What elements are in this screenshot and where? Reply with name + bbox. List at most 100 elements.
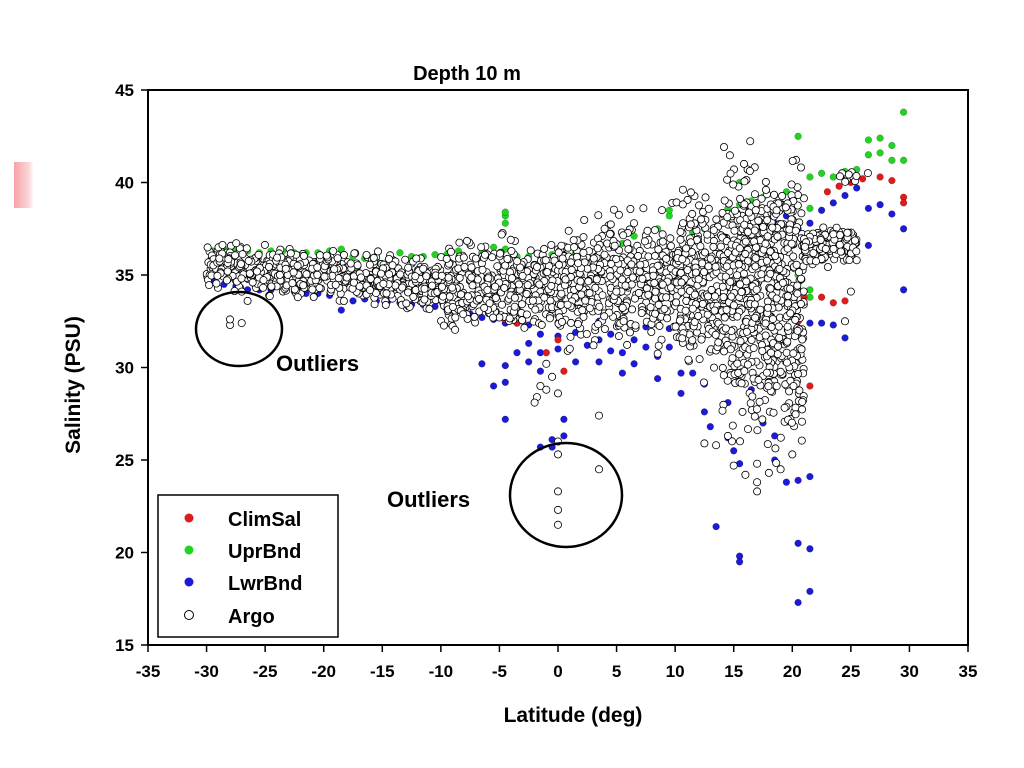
argo-point <box>753 478 762 487</box>
argo-point <box>754 375 763 384</box>
argo-point <box>762 256 771 265</box>
argo-point <box>863 169 872 178</box>
lwrbnd-point <box>525 358 533 366</box>
lwrbnd-point <box>888 210 896 218</box>
lwrbnd-point <box>806 319 814 327</box>
argo-point <box>484 274 493 283</box>
argo-point <box>785 387 794 396</box>
argo-point <box>711 262 720 271</box>
lwrbnd-point <box>899 286 908 294</box>
legend-label-lwrbnd: LwrBnd <box>228 573 302 595</box>
argo-point <box>797 299 806 308</box>
uprbnd-point <box>501 208 509 216</box>
argo-point <box>795 268 804 277</box>
argo-point <box>686 188 695 197</box>
argo-point <box>541 256 550 265</box>
argo-point <box>794 369 803 378</box>
argo-point <box>716 242 725 251</box>
argo-point <box>672 298 681 307</box>
argo-point <box>750 190 759 199</box>
argo-point <box>778 278 787 287</box>
lwrbnd-point <box>607 330 615 338</box>
argo-point <box>513 257 522 266</box>
argo-point <box>748 392 757 401</box>
lwrbnd-point <box>841 334 849 342</box>
argo-point <box>522 310 531 319</box>
argo-point <box>679 219 688 228</box>
argo-point <box>736 337 745 346</box>
argo-point <box>772 458 781 467</box>
lwrbnd-point <box>618 369 627 377</box>
argo-point <box>798 417 807 426</box>
argo-point <box>763 216 772 225</box>
argo-point <box>785 225 794 234</box>
argo-point <box>752 199 761 208</box>
lwrbnd-point <box>595 358 603 366</box>
lwrbnd-point <box>864 204 873 213</box>
argo-point <box>561 275 570 284</box>
y-axis-title: Salinity (PSU) <box>62 316 85 454</box>
argo-point <box>579 248 588 257</box>
argo-point <box>753 426 762 435</box>
argo-point <box>775 264 784 273</box>
argo-point <box>542 385 551 394</box>
argo-point <box>742 327 751 336</box>
x-tick-label: -5 <box>492 662 507 681</box>
lwrbnd-point <box>794 476 802 485</box>
argo-point <box>398 283 407 292</box>
argo-point <box>346 259 355 268</box>
argo-point <box>545 314 554 323</box>
argo-point <box>718 406 727 415</box>
argo-point <box>273 253 282 262</box>
argo-point <box>313 270 322 279</box>
argo-point <box>774 322 783 331</box>
argo-point <box>600 324 609 333</box>
argo-point <box>500 283 509 292</box>
argo-point <box>720 142 729 151</box>
argo-point <box>540 244 549 253</box>
outlier-circle-equator <box>508 441 624 549</box>
argo-point <box>747 335 756 344</box>
argo-point <box>725 151 734 160</box>
argo-point <box>237 319 246 328</box>
lwrbnd-point <box>853 184 861 192</box>
argo-point <box>638 274 647 283</box>
climsal-point <box>841 297 849 305</box>
lwrbnd-point <box>677 369 685 377</box>
argo-point <box>727 292 736 301</box>
x-tick-label: -25 <box>253 662 278 681</box>
argo-point <box>771 444 780 453</box>
argo-point <box>852 247 861 256</box>
argo-point <box>218 240 227 249</box>
argo-point <box>470 312 479 321</box>
argo-point <box>783 337 792 346</box>
argo-point <box>557 289 566 298</box>
argo-point <box>265 292 274 301</box>
argo-point <box>518 271 527 280</box>
argo-point <box>681 306 690 315</box>
argo-point <box>349 278 358 287</box>
argo-point <box>711 292 720 301</box>
argo-point <box>381 300 390 309</box>
uprbnd-point <box>899 156 908 164</box>
argo-point <box>686 238 695 247</box>
argo-point <box>700 439 709 448</box>
argo-point <box>353 261 362 270</box>
argo-point <box>639 204 648 213</box>
argo-point <box>543 268 552 277</box>
argo-point <box>752 243 761 252</box>
argo-point <box>409 292 418 301</box>
uprbnd-point <box>876 149 884 157</box>
argo-point <box>712 441 721 450</box>
argo-point <box>581 296 590 305</box>
argo-point <box>495 249 504 258</box>
argo-point <box>844 170 853 179</box>
argo-point <box>637 308 646 317</box>
argo-point <box>658 206 667 215</box>
argo-point <box>791 410 800 419</box>
uprbnd-point <box>899 108 908 116</box>
uprbnd-point <box>806 173 814 181</box>
argo-point <box>554 520 563 529</box>
argo-point <box>678 334 687 343</box>
argo-point <box>728 437 737 446</box>
